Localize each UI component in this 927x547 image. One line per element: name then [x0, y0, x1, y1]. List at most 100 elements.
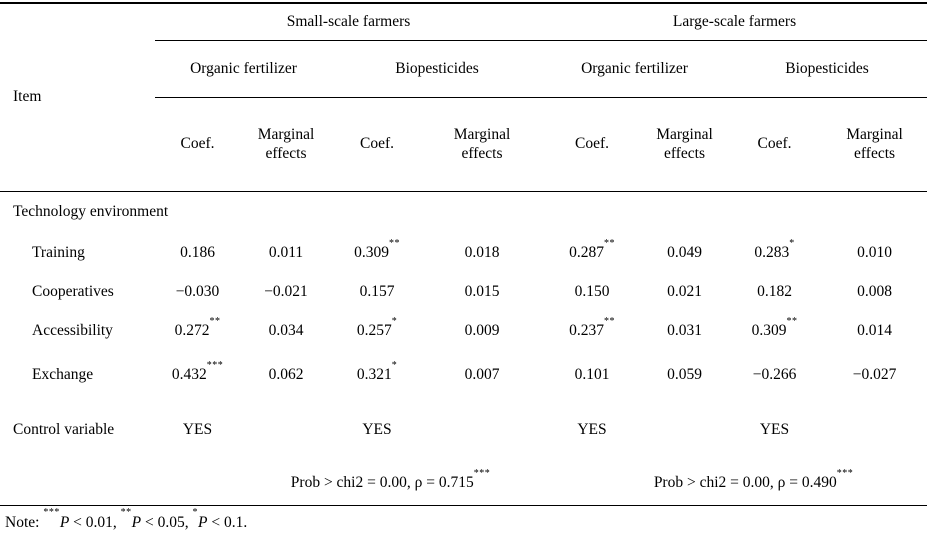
- significance-stars: ***: [43, 507, 60, 519]
- value-cell: 0.062: [240, 351, 332, 399]
- note-condition: < 0.01,: [69, 513, 121, 531]
- table-note: Note: ***P < 0.01, **P < 0.05, *P < 0.1.: [0, 508, 927, 532]
- coef-header: Coef.: [727, 97, 823, 192]
- value: 0.150: [574, 283, 610, 300]
- measure-header-label: Coef.: [180, 135, 215, 153]
- p-symbol: P: [131, 513, 142, 531]
- value-cell: 0.010: [822, 233, 927, 273]
- value-cell: 0.237**: [542, 311, 642, 351]
- value: −0.027: [852, 366, 897, 383]
- value-cell: 0.101: [542, 351, 642, 399]
- value: 0.287: [569, 244, 604, 261]
- significance-stars: ***: [473, 467, 491, 479]
- marginal-effects-header: Marginal effects: [822, 97, 927, 192]
- empty-cell: [822, 399, 927, 461]
- value-cell: 0.283*: [727, 233, 822, 273]
- value: 0.062: [268, 366, 304, 383]
- row-label: Training: [32, 244, 85, 261]
- p-symbol: P: [198, 513, 208, 531]
- value: −0.266: [752, 366, 797, 383]
- value-cell: 0.009: [422, 311, 542, 351]
- measure-header-label: Coef.: [575, 135, 610, 153]
- marginal-effects-header: Marginal effects: [422, 97, 543, 192]
- subheader-organic-fertilizer-small: Organic fertilizer: [155, 40, 332, 98]
- value-cell: 0.309**: [332, 233, 422, 273]
- value-cell: 0.157: [332, 273, 422, 311]
- measure-header-label: Marginal effects: [846, 125, 903, 162]
- subheader-organic-fertilizer-large: Organic fertilizer: [542, 40, 728, 98]
- p-symbol: P: [59, 513, 70, 531]
- value-cell: 0.321*: [332, 351, 422, 399]
- row-label: Control variable: [13, 421, 115, 438]
- table-row-training: Training 0.186 0.011 0.309** 0.018 0.287…: [0, 233, 927, 273]
- coef-header: Coef.: [332, 97, 422, 192]
- control-yes-cell: YES: [577, 421, 607, 438]
- value-cell: −0.021: [240, 273, 332, 311]
- value: 0.309: [751, 322, 787, 339]
- section-row: Technology environment: [0, 191, 927, 233]
- value-cell: 0.287**: [542, 233, 642, 273]
- significance-stars: **: [388, 237, 400, 249]
- value: 0.182: [757, 283, 792, 300]
- empty-cell: [642, 399, 727, 461]
- value-cell: 0.011: [240, 233, 332, 273]
- value: 0.014: [857, 322, 892, 339]
- value-cell: 0.309**: [727, 311, 822, 351]
- value: 0.272: [174, 322, 210, 339]
- value-cell: 0.257*: [332, 311, 422, 351]
- value: −0.030: [175, 283, 220, 300]
- model-fit-small-scale: Prob > chi2 = 0.00, ρ = 0.715***: [155, 461, 542, 505]
- value: 0.007: [464, 366, 500, 383]
- row-label: Accessibility: [32, 322, 113, 339]
- value: 0.011: [268, 244, 304, 261]
- value-cell: 0.186: [155, 233, 240, 273]
- significance-stars: **: [603, 315, 615, 327]
- significance-stars: *: [789, 237, 795, 249]
- significance-stars: **: [786, 315, 798, 327]
- value: 0.010: [857, 244, 892, 261]
- value: 0.021: [667, 283, 702, 300]
- group-header-large-scale: Large-scale farmers: [542, 3, 927, 41]
- value: 0.031: [667, 322, 702, 339]
- measure-header-row: Coef. Marginal effects Coef. Marginal ef…: [0, 97, 927, 192]
- marginal-effects-header: Marginal effects: [240, 97, 332, 192]
- value: 0.049: [667, 244, 702, 261]
- coef-header: Coef.: [542, 97, 643, 192]
- value-cell: 0.272**: [155, 311, 240, 351]
- note-condition: < 0.05,: [141, 513, 193, 531]
- regression-results-table: Item Small-scale farmers Large-scale far…: [0, 2, 927, 506]
- value: 0.008: [857, 283, 892, 300]
- value: −0.021: [264, 283, 308, 300]
- value-cell: 0.049: [642, 233, 727, 273]
- model-fit-text: Prob > chi2 = 0.00, ρ = 0.490: [653, 473, 837, 491]
- measure-header-label: Coef.: [359, 135, 394, 153]
- value-cell: −0.266: [727, 351, 822, 399]
- value-cell: −0.030: [155, 273, 240, 311]
- value-cell: 0.182: [727, 273, 822, 311]
- value: 0.009: [464, 322, 500, 339]
- note-prefix: Note:: [5, 513, 44, 531]
- value: 0.101: [574, 366, 610, 383]
- value-cell: 0.059: [642, 351, 727, 399]
- empty-cell: [0, 461, 155, 505]
- value: 0.059: [667, 366, 702, 383]
- value-cell: 0.034: [240, 311, 332, 351]
- item-column-header: Item: [0, 3, 155, 192]
- significance-stars: **: [209, 315, 221, 327]
- note-condition: < 0.1.: [207, 513, 248, 531]
- value: 0.018: [464, 244, 500, 261]
- value-cell: 0.018: [422, 233, 542, 273]
- table-row-accessibility: Accessibility 0.272** 0.034 0.257* 0.009…: [0, 311, 927, 351]
- model-fit-text: Prob > chi2 = 0.00, ρ = 0.715: [290, 473, 474, 491]
- significance-stars: ***: [836, 467, 854, 479]
- empty-cell: [240, 399, 332, 461]
- subheader-biopesticides-large: Biopesticides: [727, 40, 927, 98]
- table-row-control-variable: Control variable YES YES YES YES: [0, 399, 927, 461]
- row-label: Cooperatives: [32, 283, 114, 300]
- significance-stars: *: [192, 507, 198, 519]
- value-cell: 0.432***: [155, 351, 240, 399]
- value-cell: 0.014: [822, 311, 927, 351]
- marginal-effects-header: Marginal effects: [642, 97, 728, 192]
- significance-stars: *: [391, 315, 398, 327]
- value: 0.034: [268, 322, 304, 339]
